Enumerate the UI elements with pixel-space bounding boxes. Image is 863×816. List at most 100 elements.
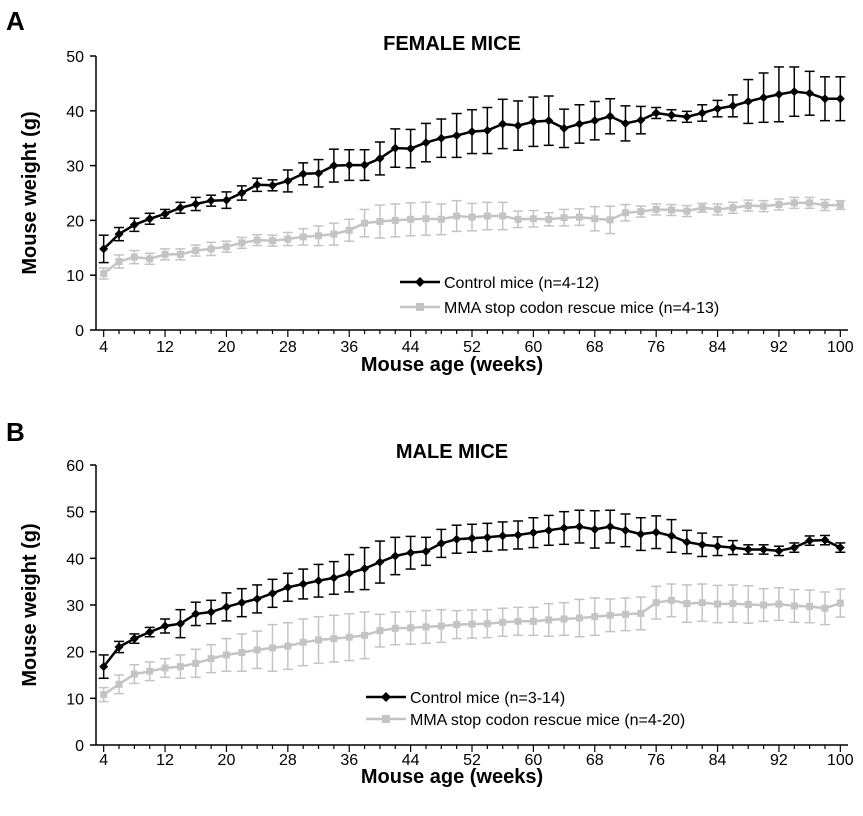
data-point xyxy=(206,607,216,617)
data-point xyxy=(529,617,537,625)
data-point xyxy=(621,209,629,217)
data-point xyxy=(805,536,815,546)
data-point xyxy=(836,599,844,607)
legend-marker xyxy=(381,692,391,702)
data-point xyxy=(513,121,523,131)
data-point xyxy=(651,527,661,537)
series-mma-rescue xyxy=(98,583,846,703)
panel-letter: B xyxy=(6,417,25,447)
data-point xyxy=(390,143,400,153)
data-point xyxy=(99,244,109,254)
x-tick-label: 100 xyxy=(827,752,854,769)
data-point xyxy=(453,212,461,220)
data-point xyxy=(514,215,522,223)
data-point xyxy=(145,627,155,637)
data-point xyxy=(330,635,338,643)
data-point xyxy=(453,621,461,629)
data-point xyxy=(591,215,599,223)
data-point xyxy=(667,110,677,120)
x-tick-label: 52 xyxy=(463,339,481,356)
data-point xyxy=(636,529,646,539)
data-point xyxy=(483,620,491,628)
data-point xyxy=(115,258,123,265)
data-point xyxy=(728,543,738,553)
data-point xyxy=(637,208,645,216)
data-point xyxy=(545,215,553,223)
data-point xyxy=(299,638,307,646)
y-tick-label: 30 xyxy=(66,598,84,615)
x-tick-label: 68 xyxy=(586,339,604,356)
data-point xyxy=(759,544,769,554)
data-point xyxy=(298,169,308,179)
data-point xyxy=(407,215,415,223)
data-point xyxy=(728,101,738,111)
data-point xyxy=(760,601,768,609)
panel-b: B MALE MICE 0 10 20 30 40 50 60 4 12 20 28 36 44 52 60 68… xyxy=(6,417,854,788)
data-point xyxy=(760,202,768,210)
y-tick-label: 40 xyxy=(66,551,84,568)
data-point xyxy=(714,205,722,213)
data-point xyxy=(775,201,783,209)
y-axis-title: Mouse weight (g) xyxy=(19,523,41,686)
data-point xyxy=(559,523,569,533)
data-point xyxy=(498,119,508,129)
data-point xyxy=(683,600,691,608)
legend-marker xyxy=(382,715,390,723)
data-point xyxy=(820,535,830,545)
data-point xyxy=(620,525,630,535)
data-point xyxy=(176,663,184,671)
data-point xyxy=(222,651,230,659)
data-point xyxy=(835,543,845,553)
x-tick-label: 12 xyxy=(156,752,174,769)
data-point xyxy=(391,216,399,224)
data-point xyxy=(714,600,722,608)
x-tick-label: 76 xyxy=(647,752,665,769)
data-point xyxy=(452,130,462,140)
data-point xyxy=(836,201,844,209)
legend-label: MMA stop codon rescue mice (n=4-20) xyxy=(410,712,685,729)
data-point xyxy=(298,579,308,589)
data-point xyxy=(436,133,446,143)
data-point xyxy=(345,633,353,641)
data-point xyxy=(499,212,507,220)
data-point xyxy=(146,667,154,675)
data-point xyxy=(606,611,614,619)
data-point xyxy=(713,541,723,551)
data-point xyxy=(605,522,615,532)
x-tick-label: 60 xyxy=(524,752,542,769)
chart-title: MALE MICE xyxy=(396,441,508,463)
data-point xyxy=(683,207,691,215)
data-point xyxy=(821,604,829,612)
data-point xyxy=(806,602,814,610)
data-point xyxy=(406,144,416,154)
data-point xyxy=(774,546,784,556)
data-point xyxy=(513,530,523,540)
data-point xyxy=(482,532,492,542)
legend-item: MMA stop codon rescue mice (n=4-20) xyxy=(366,712,685,729)
data-point xyxy=(636,115,646,125)
data-point xyxy=(452,534,462,544)
data-point xyxy=(483,212,491,220)
data-point xyxy=(759,93,769,103)
data-point xyxy=(575,614,583,622)
data-point xyxy=(545,616,553,624)
data-point xyxy=(283,582,293,592)
data-point xyxy=(344,568,354,578)
x-tick-label: 20 xyxy=(218,752,236,769)
data-point xyxy=(482,126,492,136)
x-tick-label: 12 xyxy=(156,339,174,356)
x-tick-label: 20 xyxy=(218,339,236,356)
data-point xyxy=(498,531,508,541)
legend-marker xyxy=(415,277,425,287)
data-point xyxy=(575,213,583,221)
data-point xyxy=(329,161,339,171)
data-point xyxy=(606,216,614,224)
chart-title: FEMALE MICE xyxy=(383,33,521,55)
data-point xyxy=(99,662,109,672)
data-point xyxy=(436,538,446,548)
data-point xyxy=(421,138,431,148)
y-tick-label: 0 xyxy=(75,323,84,340)
y-tick-label: 50 xyxy=(66,49,84,66)
y-tick-label: 30 xyxy=(66,159,84,176)
